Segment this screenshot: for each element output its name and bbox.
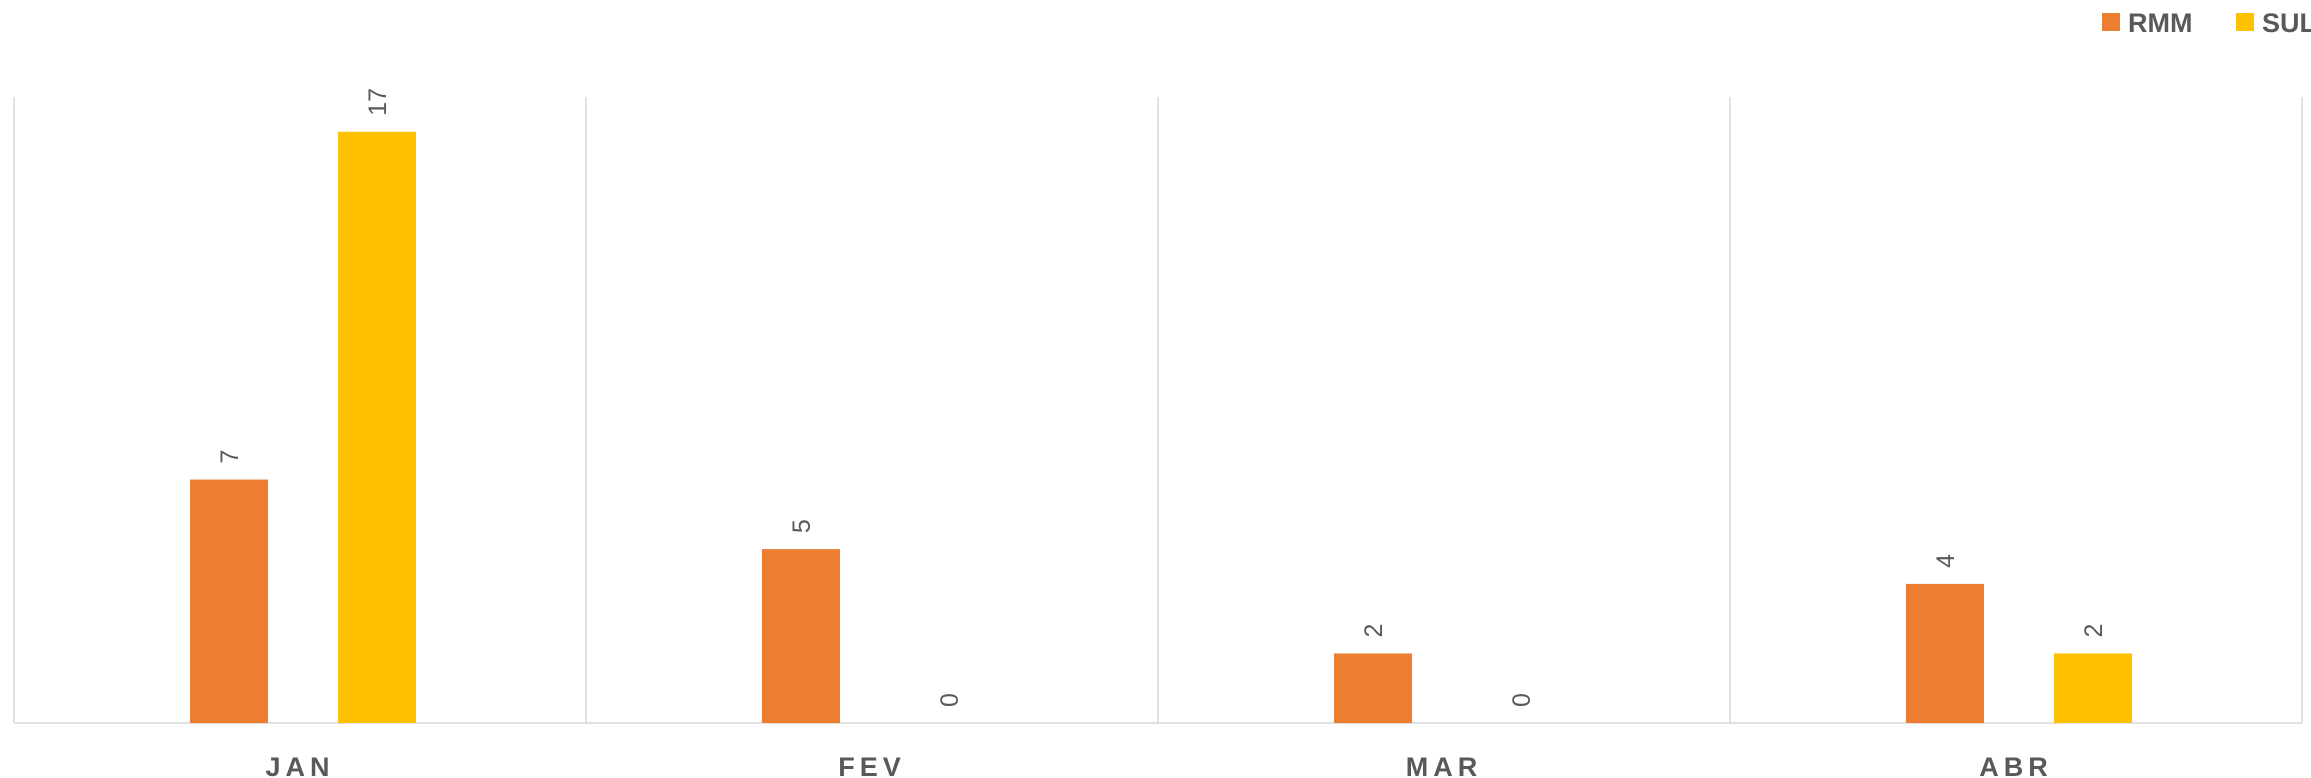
- category-label-mar: MAR: [1406, 752, 1483, 778]
- legend-swatch-sul: [2236, 13, 2254, 31]
- bar-sul-jan: [338, 131, 416, 723]
- category-labels: JAN FEV MAR ABR: [265, 752, 2053, 778]
- bar-sul-abr: [2054, 653, 2132, 723]
- data-labels: 7 17 5 0 2 0 4 2: [216, 88, 2108, 707]
- bar-rmm-mar: [1334, 653, 1412, 723]
- data-label-rmm-fev: 5: [788, 519, 816, 533]
- legend-swatch-rmm: [2102, 13, 2120, 31]
- legend-label-sul: SUL: [2262, 8, 2311, 38]
- data-label-rmm-jan: 7: [216, 450, 244, 464]
- data-label-rmm-mar: 2: [1360, 624, 1388, 638]
- category-gridlines: [13, 97, 2303, 723]
- data-label-sul-mar: 0: [1508, 693, 1536, 707]
- data-label-rmm-abr: 4: [1932, 554, 1960, 568]
- category-label-jan: JAN: [265, 752, 334, 778]
- data-label-sul-jan: 17: [364, 88, 392, 116]
- data-label-sul-abr: 2: [2080, 624, 2108, 638]
- bar-rmm-abr: [1906, 583, 1984, 723]
- legend: RMM SUL: [2102, 8, 2311, 38]
- bar-rmm-fev: [762, 549, 840, 723]
- category-label-fev: FEV: [838, 752, 906, 778]
- data-label-sul-fev: 0: [936, 693, 964, 707]
- legend-label-rmm: RMM: [2128, 8, 2192, 38]
- category-label-abr: ABR: [1979, 752, 2053, 778]
- bar-rmm-jan: [190, 479, 268, 723]
- bars: [190, 131, 2132, 723]
